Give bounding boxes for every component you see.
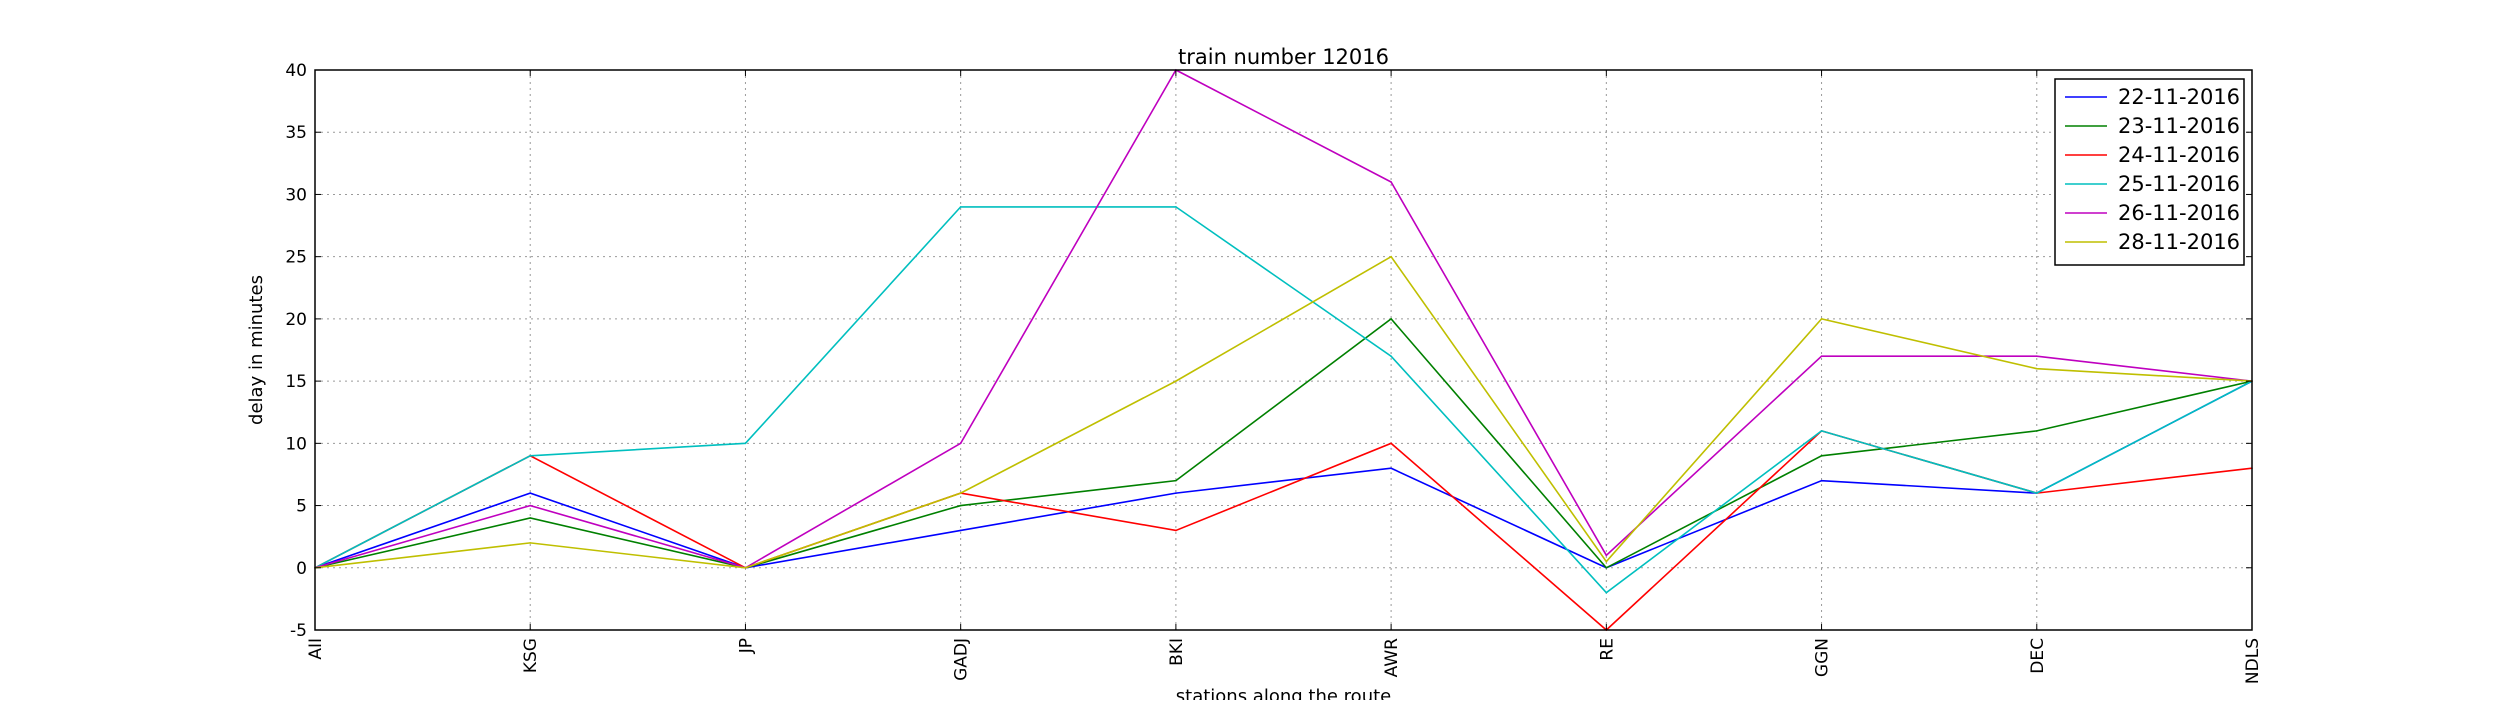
data-point <box>1820 479 1823 482</box>
data-point <box>1390 181 1392 183</box>
y-tick-label: 20 <box>285 310 307 330</box>
series-line <box>314 255 2253 569</box>
data-point <box>959 492 962 494</box>
data-point <box>1605 566 1608 569</box>
data-point <box>529 517 532 519</box>
x-tick-label: AII <box>306 638 326 660</box>
data-point <box>1605 591 1608 594</box>
data-point <box>959 206 962 208</box>
series-line <box>314 317 2253 569</box>
x-axis-title: stations along the route <box>1176 686 1391 700</box>
series-lines <box>314 68 2253 632</box>
plot-area-frame <box>314 69 2253 631</box>
data-point <box>1390 355 1392 358</box>
data-point <box>1605 554 1608 557</box>
y-axis-title: delay in minutes <box>246 275 267 425</box>
y-tick-label: 5 <box>296 497 307 517</box>
x-tick-label: KSG <box>521 638 541 673</box>
data-point <box>1390 318 1392 320</box>
legend-label: 24-11-2016 <box>2118 143 2240 167</box>
legend-label: 23-11-2016 <box>2118 114 2240 138</box>
data-point <box>2035 492 2038 494</box>
data-point <box>959 529 962 532</box>
data-point <box>1175 529 1177 532</box>
data-point <box>2035 367 2038 370</box>
legend-label: 26-11-2016 <box>2118 201 2240 225</box>
data-point <box>2035 430 2038 432</box>
data-point <box>529 454 532 457</box>
x-tick-label: GGN <box>1813 638 1833 677</box>
legend: 22-11-2016 23-11-2016 24-11-2016 25-11-2016… <box>2054 78 2245 266</box>
data-point <box>1175 479 1177 482</box>
data-point <box>529 542 532 544</box>
y-tick-label: 40 <box>285 61 307 81</box>
x-tick-label: GADJ <box>952 638 972 681</box>
x-tick-label: RE <box>1597 638 1617 661</box>
data-point <box>1390 442 1392 445</box>
x-tick-label: NDLS <box>2243 638 2263 684</box>
data-point <box>744 566 747 569</box>
series-line <box>314 68 2253 569</box>
x-tick-label: JP <box>736 638 756 654</box>
y-tick-label: 15 <box>285 372 307 392</box>
data-point <box>529 504 532 507</box>
series-line <box>314 206 2253 594</box>
legend-label: 28-11-2016 <box>2118 230 2240 254</box>
chart-title: train number 12016 <box>1178 45 1389 69</box>
grid <box>315 70 2252 630</box>
data-point <box>959 504 962 507</box>
axis-ticks: -5 0 5 10 15 20 25 30 35 40 AII KSG JP GADJ BKI AWR RE GG… <box>285 61 2263 684</box>
y-tick-label: 35 <box>285 123 307 143</box>
x-tick-label: DEC <box>2028 638 2048 674</box>
data-point <box>1820 430 1823 432</box>
series-line <box>314 429 2253 632</box>
data-point <box>1605 560 1608 563</box>
legend-label: 25-11-2016 <box>2118 172 2240 196</box>
legend-box <box>2054 78 2245 266</box>
data-point <box>1390 255 1392 258</box>
data-point <box>959 442 962 445</box>
data-point <box>529 492 532 494</box>
y-tick-label: 0 <box>296 559 307 579</box>
y-tick-label: 25 <box>285 248 307 268</box>
x-tick-label: BKI <box>1167 638 1187 666</box>
data-point <box>1175 492 1177 494</box>
legend-label: 22-11-2016 <box>2118 85 2240 109</box>
y-tick-label: 30 <box>285 185 307 205</box>
data-point <box>2035 355 2038 358</box>
data-point <box>1820 355 1823 358</box>
data-point <box>1175 380 1177 382</box>
data-point <box>744 442 747 445</box>
series-line <box>314 380 2253 569</box>
data-point <box>1820 318 1823 320</box>
data-point <box>1820 454 1823 457</box>
data-point <box>1390 467 1392 470</box>
y-tick-label: 10 <box>285 434 307 454</box>
y-tick-label: -5 <box>290 621 307 641</box>
x-tick-label: AWR <box>1382 638 1402 678</box>
data-point <box>1175 206 1177 208</box>
